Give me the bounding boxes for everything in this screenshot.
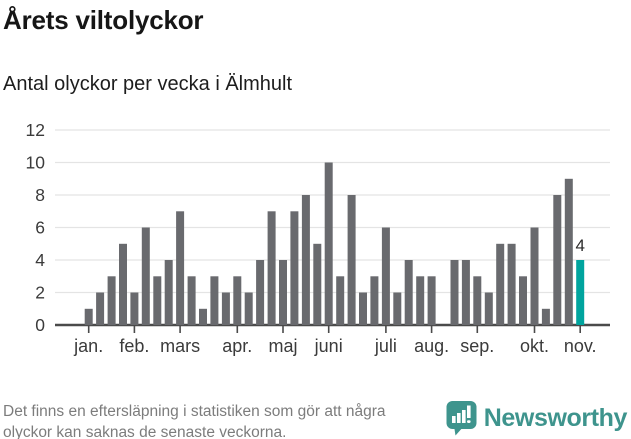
y-axis-tick-label: 8	[35, 185, 45, 205]
x-axis-month-label: jan.	[73, 336, 103, 356]
bar-week-6	[141, 227, 150, 325]
x-axis-month-label: juli	[374, 336, 397, 356]
bar-week-41	[541, 308, 550, 326]
newsworthy-logo: Newsworthy	[446, 400, 627, 436]
bar-week-28	[393, 292, 402, 325]
bar-week-39	[519, 276, 527, 326]
chart-subtitle: Antal olyckor per vecka i Älmhult	[3, 73, 293, 95]
y-axis-tick-label: 12	[26, 120, 45, 140]
newsworthy-wordmark: Newsworthy	[483, 404, 628, 432]
bar-week-40	[530, 227, 539, 325]
bar-week-34	[461, 260, 470, 325]
bar-week-30	[416, 276, 425, 326]
bar-week-36	[484, 292, 493, 325]
bar-week-42	[553, 195, 562, 325]
bar-week-26	[370, 276, 379, 326]
newsworthy-bubble-chart-icon	[446, 401, 477, 436]
footnote: Det finns en eftersläpning i statistiken…	[3, 401, 386, 439]
bar-week-21	[313, 243, 322, 326]
bar-week-2	[96, 292, 105, 325]
bar-week-29	[404, 260, 413, 325]
bar-week-11	[199, 308, 207, 326]
bar-week-9	[176, 211, 185, 326]
bar-week-31	[427, 276, 436, 326]
bar-week-18	[279, 260, 287, 325]
bar-week-27	[381, 227, 390, 325]
bar-week-33	[450, 260, 459, 325]
bar-week-7	[153, 276, 162, 326]
y-axis-tick-label: 6	[35, 218, 45, 238]
bar-week-44	[576, 260, 585, 325]
bar-week-37	[496, 243, 505, 326]
y-axis-tick-label: 2	[35, 283, 45, 303]
chart-title: Årets viltolyckor	[3, 5, 204, 35]
x-axis-month-label: mars	[160, 336, 200, 356]
bar-week-20	[301, 195, 310, 325]
bar-week-23	[336, 276, 345, 326]
footnote-line-1: Det finns en eftersläpning i statistiken…	[3, 403, 386, 420]
x-axis-month-label: juni	[314, 336, 343, 356]
y-axis-tick-label: 4	[35, 250, 45, 270]
bar-week-22	[324, 162, 333, 325]
x-axis-month-label: maj	[268, 336, 297, 356]
x-axis-month-label: okt.	[520, 336, 549, 356]
x-axis-month-label: apr.	[222, 336, 252, 356]
bar-week-16	[256, 260, 265, 325]
bar-week-19	[290, 211, 299, 326]
x-axis-month-label: nov.	[564, 336, 597, 356]
bar-week-24	[347, 195, 356, 325]
y-axis-tick-label: 0	[35, 315, 45, 335]
bar-week-14	[233, 276, 242, 326]
bar-week-15	[244, 292, 253, 325]
bar-week-8	[164, 260, 173, 325]
bar-week-12	[210, 276, 219, 326]
bar-week-25	[359, 292, 367, 325]
highlight-value-label: 4	[575, 236, 584, 255]
bar-week-3	[107, 276, 116, 326]
bar-week-43	[564, 178, 573, 326]
bar-chart: 0 2 4 6 8 10 12 jan. feb. mars apr. maj juni juli aug.…	[26, 120, 610, 356]
bar-week-35	[473, 276, 482, 326]
x-axis-month-label: feb.	[119, 336, 149, 356]
bar-week-5	[130, 292, 139, 325]
footnote-line-2: olyckor kan saknas de senaste veckorna.	[3, 424, 287, 439]
bar-week-1	[84, 308, 93, 326]
bar-week-13	[221, 292, 230, 325]
bar-week-10	[187, 276, 196, 326]
x-axis-month-label: aug.	[414, 336, 449, 356]
bar-week-4	[119, 243, 127, 326]
x-axis-month-label: sep.	[460, 336, 494, 356]
y-axis-tick-label: 10	[26, 153, 46, 173]
bar-week-17	[267, 211, 276, 326]
bar-week-38	[507, 243, 516, 326]
